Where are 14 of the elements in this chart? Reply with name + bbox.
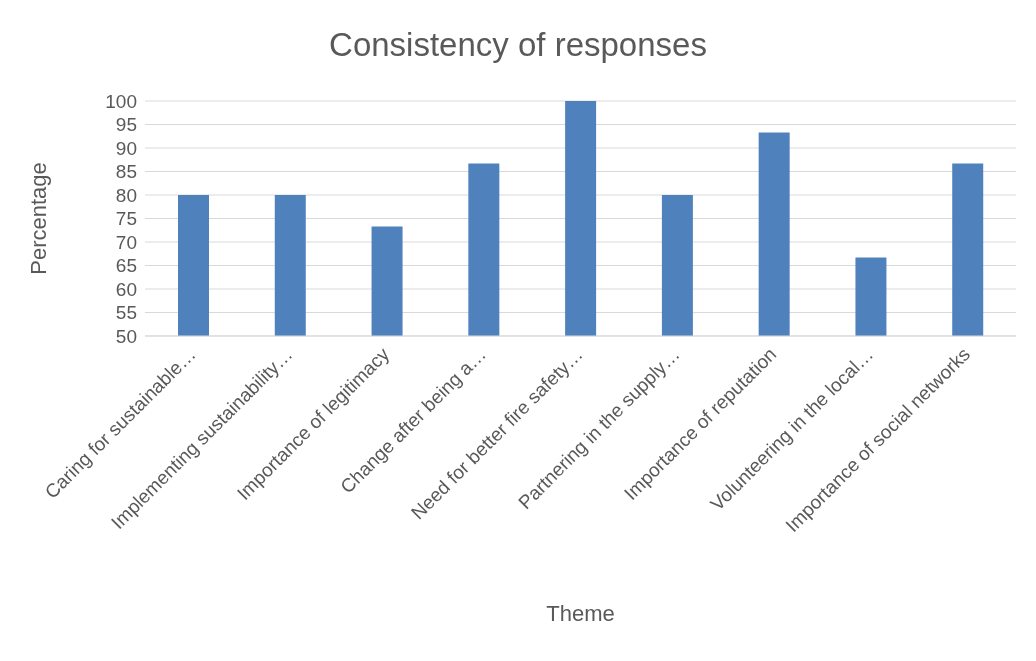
y-tick-label: 95 [115, 114, 137, 136]
y-tick-label: 55 [115, 302, 137, 324]
y-axis-title: Percentage [25, 162, 51, 275]
chart-title: Consistency of responses [328, 26, 708, 64]
x-axis-title: Theme [546, 601, 615, 626]
y-tick-label: 90 [115, 137, 137, 159]
y-tick-label: 75 [115, 208, 137, 230]
y-tick-label: 85 [115, 161, 137, 183]
y-tick-label: 70 [115, 231, 137, 253]
y-tick-label: 100 [105, 90, 137, 112]
y-tick-label: 60 [115, 278, 137, 300]
y-tick-label: 65 [115, 255, 137, 277]
y-tick-label: 80 [115, 184, 137, 206]
y-tick-label: 50 [115, 325, 137, 347]
